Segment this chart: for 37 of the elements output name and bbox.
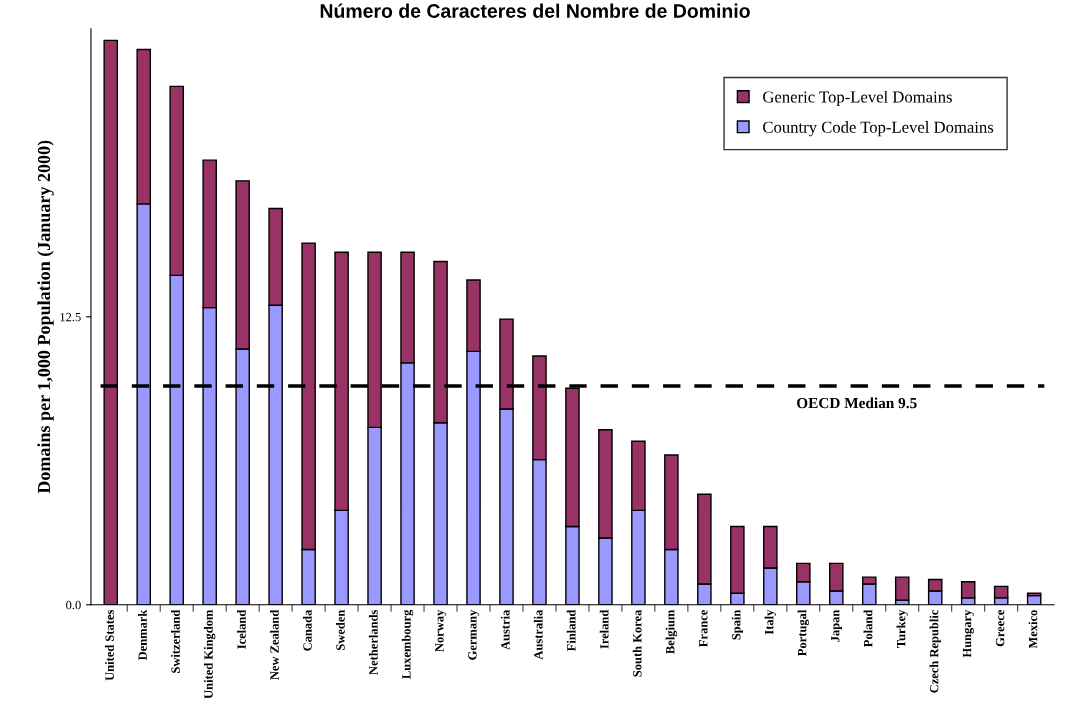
x-tick-label: Mexico	[1028, 610, 1038, 649]
x-tick-label: Norway	[435, 609, 447, 652]
x-tick-label: Sweden	[335, 609, 345, 650]
x-tick-label: Spain	[731, 609, 744, 640]
x-tick-label: Greece	[995, 609, 1005, 647]
x-tick-label: Ireland	[599, 609, 609, 649]
x-tick-label: New Zealand	[269, 609, 279, 680]
x-tick-label: Belgium	[665, 609, 678, 654]
x-tick-label: Poland	[863, 609, 873, 647]
x-tick-label: Germany	[468, 609, 480, 660]
x-tick-label: South Korea	[632, 609, 642, 677]
bar	[894, 576, 910, 601]
x-tick-label: Hungary	[962, 609, 974, 658]
x-tick-label: Italy	[764, 609, 777, 635]
x-tick-label: France	[699, 609, 708, 647]
x-tick-label: Denmark	[138, 609, 147, 661]
x-tick-label: Portugal	[797, 609, 810, 656]
legend-label: Country Code Top-Level Domains	[763, 121, 994, 137]
x-tick-label: United Kingdom	[203, 609, 216, 699]
x-tick-label: Austria	[500, 609, 510, 650]
y-tick-label: 12.5	[60, 312, 81, 322]
x-tick-label: Switzerland	[171, 609, 180, 673]
x-tick-label: Netherlands	[368, 609, 378, 675]
x-tick-label: Iceland	[236, 609, 246, 649]
chart-title: Número de Caracteres del Nombre de Dominio	[320, 3, 750, 18]
y-tick-label: 0.0	[66, 600, 81, 610]
ref-line-label: OECD Median 9.5	[797, 397, 917, 409]
x-tick-label: Luxembourg	[401, 609, 414, 679]
y-axis-title: Domains per 1,000 Population (January 2000)	[37, 140, 54, 494]
x-tick-label: United States	[105, 609, 114, 681]
x-tick-label: Japan	[831, 609, 842, 642]
x-tick-label: Czech Republic	[929, 609, 941, 693]
x-tick-label: Turkey	[896, 609, 908, 648]
x-tick-label: Finland	[566, 609, 576, 652]
legend-label: Generic Top-Level Domains	[763, 90, 952, 106]
x-tick-label: Canada	[302, 609, 312, 651]
x-tick-label: Australia	[533, 609, 543, 660]
